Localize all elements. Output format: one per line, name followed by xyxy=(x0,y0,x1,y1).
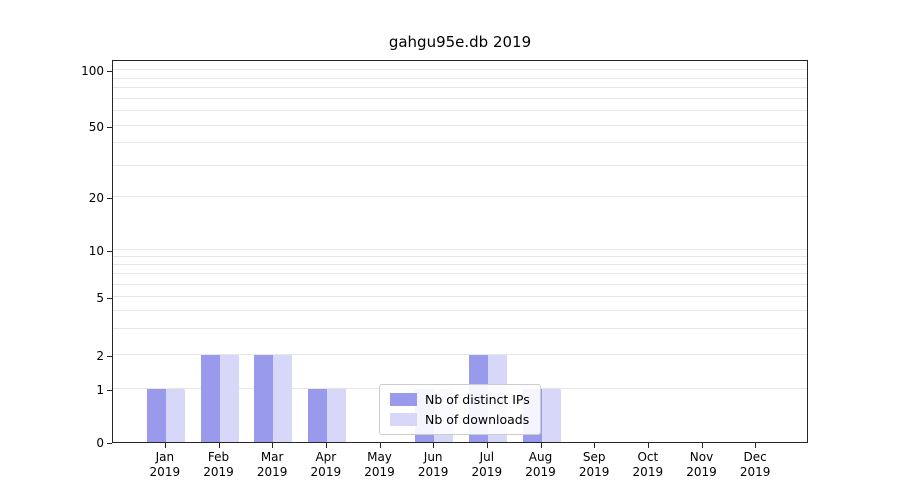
bar xyxy=(254,354,274,442)
x-tick-label-year: 2019 xyxy=(739,465,771,479)
x-tick-label: Jan 2019 xyxy=(135,450,195,480)
x-tick-mark xyxy=(594,443,596,448)
legend-swatch-downloads xyxy=(390,413,417,426)
gridline xyxy=(113,273,807,275)
legend-item-distinct-ips: Nb of distinct IPs xyxy=(390,392,530,407)
x-tick-label-year: 2019 xyxy=(256,465,288,479)
gridline xyxy=(113,125,807,126)
x-tick-label: Jul 2019 xyxy=(457,450,517,480)
legend-swatch-distinct-ips xyxy=(390,393,417,406)
x-tick-label-year: 2019 xyxy=(578,465,610,479)
gridline xyxy=(113,249,807,251)
bar xyxy=(326,389,346,442)
x-tick-mark xyxy=(164,443,166,448)
x-tick-label: Dec 2019 xyxy=(725,450,785,480)
gridline xyxy=(113,196,807,197)
y-tick-mark xyxy=(107,355,112,357)
y-tick-mark xyxy=(107,70,112,72)
x-tick-label: Mar 2019 xyxy=(242,450,302,480)
x-tick-label: Apr 2019 xyxy=(296,450,356,480)
gridline xyxy=(113,142,807,144)
y-tick-label: 0 xyxy=(96,436,104,450)
plot-area: Nb of distinct IPs Nb of downloads xyxy=(112,60,808,443)
x-tick-label-year: 2019 xyxy=(471,465,503,479)
gridline xyxy=(113,310,807,312)
x-tick-mark xyxy=(325,443,327,448)
bar xyxy=(307,389,327,442)
gridline xyxy=(113,97,807,99)
y-tick-mark xyxy=(107,389,112,391)
bar xyxy=(273,354,293,442)
bar xyxy=(541,389,561,442)
x-tick-label-year: 2019 xyxy=(203,465,234,479)
gridline xyxy=(113,328,807,330)
x-tick-label-year: 2019 xyxy=(310,465,342,479)
x-tick-label: Sep 2019 xyxy=(564,450,624,480)
gridline xyxy=(113,264,807,266)
gridline xyxy=(113,77,807,79)
y-tick-mark xyxy=(107,197,112,199)
x-tick-label-year: 2019 xyxy=(149,465,181,479)
x-tick-label: Oct 2019 xyxy=(618,450,678,480)
y-tick-label: 10 xyxy=(88,244,104,258)
bar xyxy=(146,389,166,442)
x-tick-label: Aug 2019 xyxy=(511,450,571,480)
legend: Nb of distinct IPs Nb of downloads xyxy=(379,384,541,435)
x-tick-mark xyxy=(218,443,220,448)
x-tick-label: May 2019 xyxy=(350,450,410,480)
gridline xyxy=(113,164,807,166)
gridline xyxy=(113,256,807,258)
y-tick-mark xyxy=(107,251,112,252)
legend-label-distinct-ips: Nb of distinct IPs xyxy=(425,392,530,407)
chart-title: gahgu95e.db 2019 xyxy=(388,33,532,51)
y-tick-mark xyxy=(107,297,112,299)
legend-item-downloads: Nb of downloads xyxy=(390,412,530,427)
x-tick-mark xyxy=(755,443,757,448)
gridline xyxy=(113,69,807,70)
x-tick-label: Feb 2019 xyxy=(189,450,249,480)
gridline xyxy=(113,110,807,112)
x-tick-label-year: 2019 xyxy=(632,465,664,479)
bar xyxy=(219,354,239,442)
y-tick-label: 2 xyxy=(96,348,104,363)
bar xyxy=(200,354,220,442)
x-tick-mark xyxy=(379,443,381,448)
x-tick-mark xyxy=(701,443,703,448)
x-tick-label-year: 2019 xyxy=(686,465,717,479)
x-tick-mark xyxy=(486,443,488,448)
x-tick-label: Jun 2019 xyxy=(403,450,463,480)
y-tick-mark xyxy=(107,126,112,128)
y-tick-label: 1 xyxy=(96,382,104,397)
gridline xyxy=(113,353,807,355)
x-tick-mark xyxy=(540,443,542,448)
x-tick-mark xyxy=(272,443,274,448)
y-tick-label: 50 xyxy=(88,119,104,134)
y-tick-label: 5 xyxy=(96,290,104,305)
gridline xyxy=(113,296,807,297)
x-tick-mark xyxy=(647,443,649,448)
bar xyxy=(165,389,185,442)
y-tick-mark xyxy=(107,443,112,444)
legend-label-downloads: Nb of downloads xyxy=(425,412,530,427)
y-tick-label: 100 xyxy=(81,63,104,78)
x-tick-label-year: 2019 xyxy=(417,465,449,479)
x-tick-label: Nov 2019 xyxy=(672,450,732,480)
gridline xyxy=(113,87,807,89)
gridline xyxy=(113,283,807,285)
x-tick-mark xyxy=(433,443,435,448)
x-tick-label-year: 2019 xyxy=(364,465,395,479)
x-tick-label-year: 2019 xyxy=(525,465,556,479)
y-tick-label: 20 xyxy=(88,190,104,205)
figure: gahgu95e.db 2019 Nb of distinct IPs Nb o… xyxy=(81,33,808,479)
